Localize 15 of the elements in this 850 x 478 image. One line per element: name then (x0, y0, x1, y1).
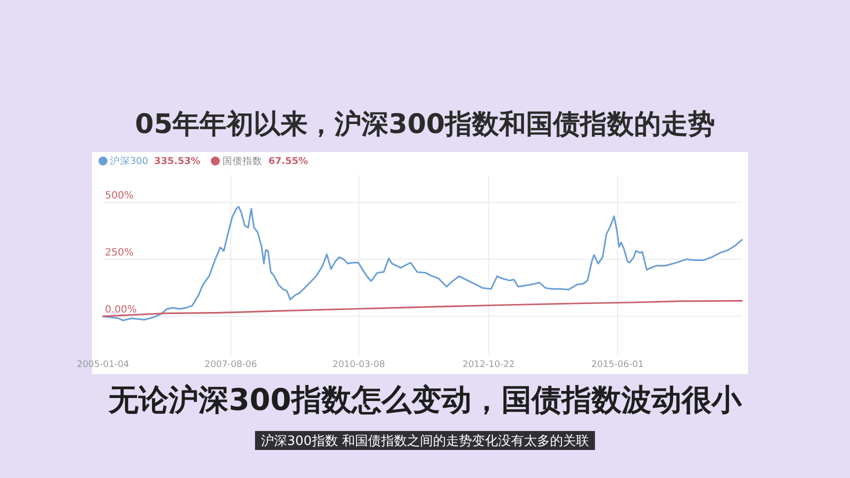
text: 沪深300指数 和国债指数之间的走势变化没有太多的关联 (261, 433, 589, 449)
y-tick-label: 500% (105, 190, 134, 202)
text: 67.55% (268, 156, 308, 167)
x-tick-label: 2005-01-04 (76, 360, 130, 370)
x-tick-label: 2015-06-01 (591, 360, 644, 370)
x-tick-label: 2010-03-08 (332, 360, 386, 370)
x-tick-label: 2007-08-06 (204, 360, 258, 370)
legend-label: 国债指数 (222, 155, 262, 167)
y-tick-label: 0.00% (105, 304, 137, 316)
legend-label: 沪深300 (110, 155, 148, 167)
x-tick-label: 2012-10-22 (462, 360, 515, 370)
chart-title: 05年年初以来，沪深300指数和国债指数的走势 (135, 109, 715, 140)
text: 335.53% (154, 156, 201, 167)
y-tick-label: 250% (105, 247, 134, 258)
text: 无论沪深300指数怎么变动，国债指数波动很小 (108, 383, 742, 418)
